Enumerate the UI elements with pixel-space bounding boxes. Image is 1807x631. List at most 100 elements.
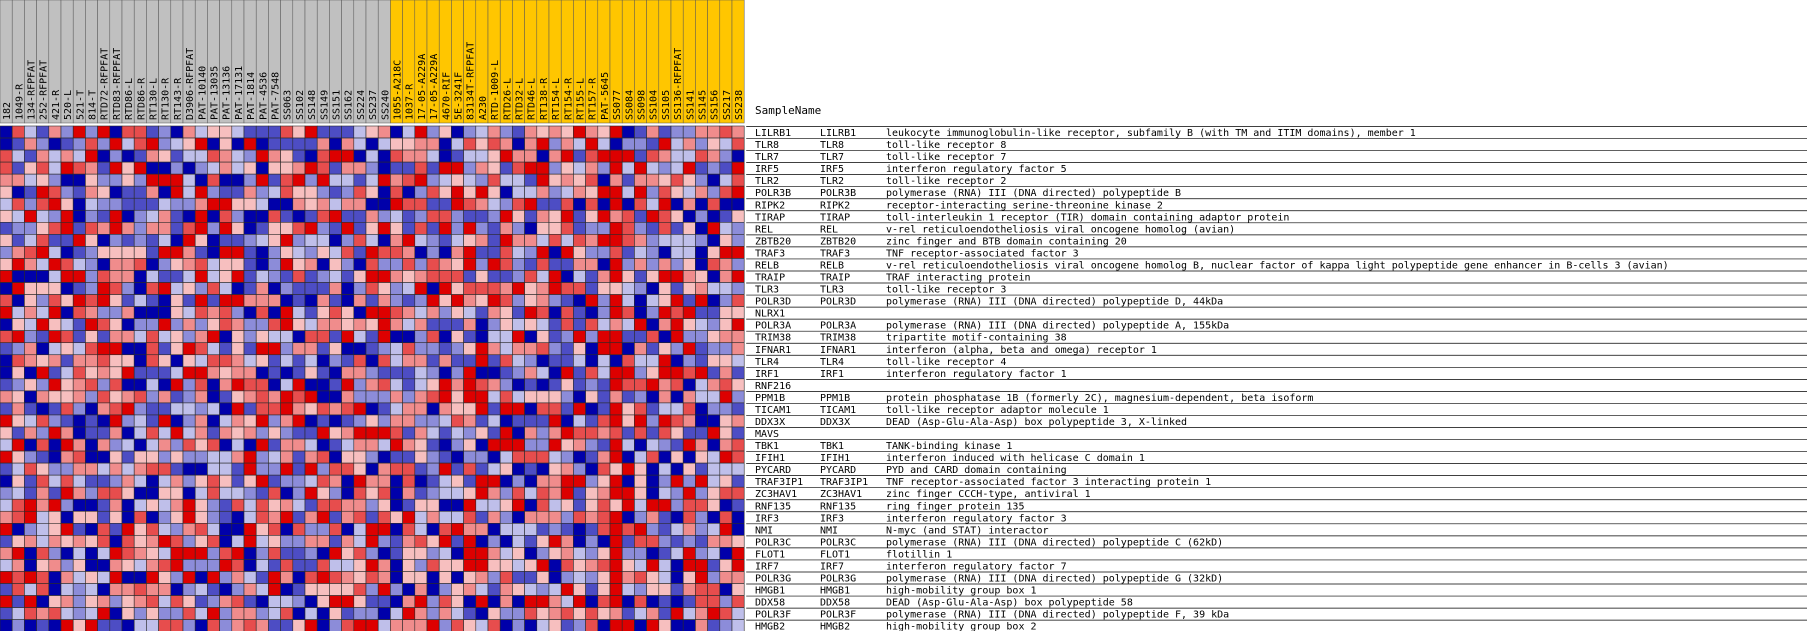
heatmap-cell xyxy=(695,486,708,500)
heatmap-cell xyxy=(634,474,647,488)
heatmap-cell xyxy=(658,222,672,235)
row-label-description: receptor-interacting serine-threonine ki… xyxy=(886,200,1163,211)
heatmap-cell xyxy=(158,402,172,416)
heatmap-cell xyxy=(219,498,233,512)
heatmap-cell xyxy=(634,510,647,524)
heatmap-cell xyxy=(353,571,367,584)
column-label: 134-RFPFAT xyxy=(27,60,38,120)
heatmap-cell xyxy=(573,306,586,319)
heatmap-cell xyxy=(219,306,233,319)
row-label-id: MAVS xyxy=(755,429,779,440)
heatmap-cell xyxy=(60,294,74,307)
heatmap-cell xyxy=(597,330,611,344)
column-label: 83134T-RFPFAT xyxy=(466,42,477,120)
heatmap-cell xyxy=(512,438,525,452)
heatmap-cell xyxy=(597,559,611,572)
row-label-description: high-mobility group box 1 xyxy=(886,586,1037,597)
heatmap-cell xyxy=(280,137,294,151)
heatmap-cell xyxy=(341,426,355,440)
heatmap-cell xyxy=(182,306,196,319)
row-label-description: v-rel reticuloendotheliosis viral oncoge… xyxy=(886,260,1669,271)
heatmap-cell xyxy=(609,246,623,259)
heatmap-cell xyxy=(219,583,233,596)
heatmap-cell xyxy=(621,559,635,572)
heatmap-cell xyxy=(695,559,708,572)
heatmap-cell xyxy=(365,510,379,524)
heatmap-cell xyxy=(85,330,98,344)
heatmap-cell xyxy=(414,197,428,211)
heatmap-cell xyxy=(548,270,562,283)
row-label-id: TRAF3IP1 xyxy=(755,477,803,488)
heatmap-cell xyxy=(512,149,525,163)
heatmap-cell xyxy=(60,173,74,187)
heatmap-cell xyxy=(634,197,647,211)
heatmap-cell xyxy=(219,607,233,620)
heatmap-cell xyxy=(463,342,477,356)
column-label: PAT-13035 xyxy=(210,66,221,120)
heatmap-cell xyxy=(280,354,294,368)
heatmap-cell xyxy=(426,402,440,416)
heatmap-cell xyxy=(487,535,501,548)
heatmap-cell xyxy=(146,149,159,163)
heatmap-cell xyxy=(682,462,696,476)
heatmap-cell xyxy=(219,619,233,631)
heatmap-cell xyxy=(646,366,660,380)
heatmap-cell xyxy=(402,209,416,223)
heatmap-cell xyxy=(353,535,367,548)
heatmap-cell xyxy=(646,270,660,283)
heatmap-cell xyxy=(451,498,464,512)
row-label-symbol: DDX3X xyxy=(820,417,850,428)
heatmap-cell xyxy=(646,498,660,512)
heatmap-cell xyxy=(11,354,25,368)
row-label-symbol: DDX58 xyxy=(820,598,850,609)
heatmap-cell xyxy=(438,595,452,608)
heatmap-cell xyxy=(219,450,233,464)
heatmap-cell xyxy=(97,234,111,247)
heatmap-cell xyxy=(524,414,538,428)
heatmap-cell xyxy=(243,438,257,452)
column-label: SS237 xyxy=(368,90,379,120)
heatmap-cell xyxy=(170,547,184,560)
row-label-id: ZC3HAV1 xyxy=(755,489,797,500)
heatmap-cell xyxy=(280,270,294,283)
heatmap-cell xyxy=(170,330,184,344)
heatmap-cell xyxy=(109,173,123,187)
heatmap-cell xyxy=(207,125,220,139)
heatmap-cell xyxy=(365,535,379,548)
heatmap-cell xyxy=(512,209,525,223)
heatmap-cell xyxy=(194,498,208,512)
heatmap-cell xyxy=(133,270,147,283)
heatmap-cell xyxy=(182,258,196,271)
heatmap-cell xyxy=(646,294,660,307)
heatmap-cell xyxy=(707,450,721,464)
heatmap-cell xyxy=(329,378,342,392)
heatmap-cell xyxy=(390,450,403,464)
heatmap-cell xyxy=(707,294,721,307)
heatmap-cell xyxy=(36,547,50,560)
heatmap-cell xyxy=(560,402,574,416)
heatmap-cell xyxy=(243,559,257,572)
heatmap-cell xyxy=(0,282,13,295)
heatmap-cell xyxy=(365,342,379,356)
heatmap-cell xyxy=(390,197,403,211)
heatmap-cell xyxy=(341,378,355,392)
heatmap-cell xyxy=(475,125,489,139)
heatmap-cell xyxy=(731,523,745,536)
heatmap-cell xyxy=(170,197,184,211)
heatmap-cell xyxy=(231,318,245,331)
heatmap-cell xyxy=(85,510,98,524)
heatmap-cell xyxy=(219,197,233,211)
heatmap-cell xyxy=(682,559,696,572)
heatmap-cell xyxy=(182,402,196,416)
heatmap-cell xyxy=(560,258,574,271)
heatmap-cell xyxy=(499,450,513,464)
heatmap-cell xyxy=(463,258,477,271)
heatmap-cell xyxy=(487,378,501,392)
heatmap-cell xyxy=(621,173,635,187)
heatmap-cell xyxy=(390,547,403,560)
heatmap-cell xyxy=(121,342,135,356)
heatmap-cell xyxy=(536,474,550,488)
heatmap-cell xyxy=(170,294,184,307)
heatmap-cell xyxy=(438,547,452,560)
heatmap-cell xyxy=(341,559,355,572)
